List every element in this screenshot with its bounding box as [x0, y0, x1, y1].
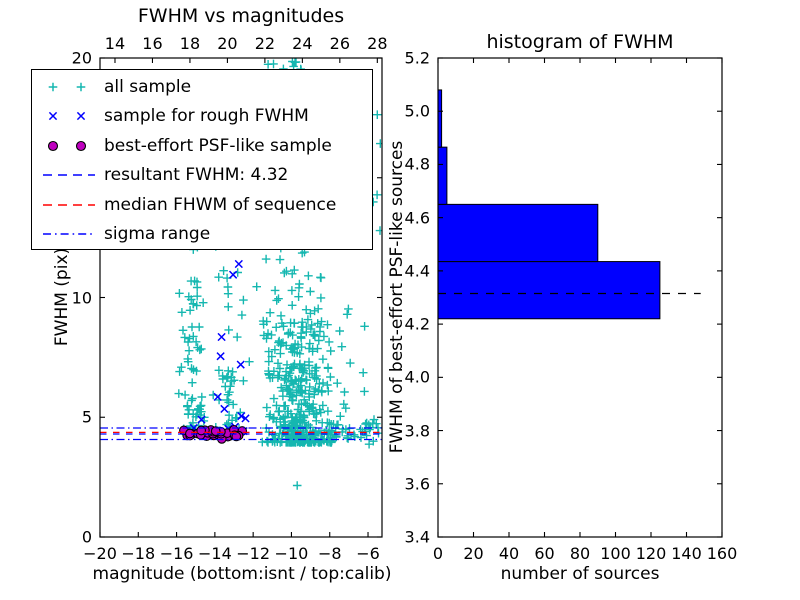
histogram-bar [437, 146, 448, 205]
legend-item-all-sample: all sample [32, 72, 372, 102]
legend-label: all sample [104, 76, 192, 97]
legend-label: sigma range [104, 224, 211, 245]
legend-label: sample for rough FWHM [104, 106, 309, 127]
circle-marker-icon [40, 135, 98, 157]
plus-marker-icon [40, 76, 98, 98]
legend: all sample sample for rough FWHM best-ef… [31, 69, 373, 250]
histogram-bar [437, 261, 661, 320]
histogram-bars [437, 89, 661, 320]
legend-item-psf-sample: best-effort PSF-like sample [32, 131, 372, 161]
x-marker-icon [40, 105, 98, 127]
legend-label: best-effort PSF-like sample [104, 135, 332, 156]
blue-dashed-line-icon [40, 164, 98, 186]
legend-item-sigma-range: sigma range [32, 220, 372, 250]
legend-item-resultant-fwhm: resultant FWHM: 4.32 [32, 161, 372, 191]
left-xaxis-label: magnitude (bottom:isnt / top:calib) [92, 564, 392, 584]
blue-dashdot-line-icon [40, 223, 98, 245]
red-dashed-line-icon [40, 194, 98, 216]
left-plot-title: FWHM vs magnitudes [137, 5, 345, 27]
right-plot-title: histogram of FWHM [486, 31, 674, 53]
legend-item-rough-fwhm: sample for rough FWHM [32, 102, 372, 132]
right-yaxis-label: FWHM of best-effort PSF-like sources [387, 140, 407, 454]
histogram-bar [437, 203, 599, 263]
left-yaxis-label: FWHM (pix) [52, 247, 72, 347]
legend-label: resultant FWHM: 4.32 [104, 165, 289, 186]
legend-item-median-fhwm: median FHWM of sequence [32, 190, 372, 220]
right-xaxis-label: number of sources [500, 564, 660, 584]
legend-label: median FHWM of sequence [104, 194, 337, 215]
